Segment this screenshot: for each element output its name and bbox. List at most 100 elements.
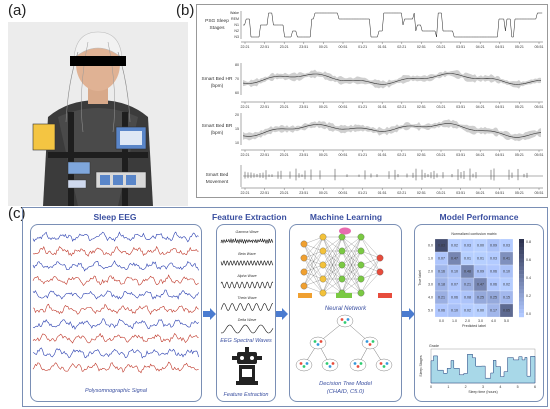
cm-cell-value: 0.21 [464, 283, 471, 287]
cm-cell-value: 0.41 [503, 257, 510, 261]
nn-connection [322, 236, 343, 252]
cm-row-class: 0.0 [428, 244, 433, 248]
tree-dot [379, 362, 383, 365]
output-block [378, 293, 392, 298]
feature-extractor-robot-icon [232, 347, 262, 385]
row-label-br-line1: Smart Bed BR [202, 123, 233, 129]
time-tick-label: 04:51 [495, 153, 504, 157]
time-tick-label: 01:21 [358, 105, 367, 109]
time-tick-label: 22:21 [241, 153, 250, 157]
time-tick-label: 02:51 [417, 45, 426, 49]
time-tick-label: 03:21 [437, 105, 446, 109]
sleep-eeg-caption: Polysomnographic Signal [84, 388, 148, 394]
panel-b-plots: PSG Sleep Stages Smart Bed HR (bpm) Smar… [196, 4, 548, 198]
tree-dot [343, 321, 347, 324]
hypnogram-title: Grade [429, 344, 439, 348]
nn-connection [360, 257, 381, 266]
row-ylabel: 20 [235, 113, 239, 117]
nn-node [357, 289, 365, 297]
cm-cell-value: 0.02 [464, 309, 471, 313]
cm-cell-value: 0.10 [451, 270, 458, 274]
time-tick-label: 00:51 [339, 45, 348, 49]
nn-connection [341, 278, 362, 294]
cm-cell-value: 0.03 [464, 244, 471, 248]
subject-photo-illustration [8, 22, 188, 206]
nn-node [338, 261, 346, 269]
nn-connection [303, 264, 324, 287]
tree-dot [353, 362, 357, 365]
time-tick-label: 22:51 [260, 105, 269, 109]
colorbar-tick: 0.8 [526, 240, 531, 244]
time-tick-label: 00:21 [319, 191, 328, 195]
panel-b-label: (b) [176, 2, 195, 19]
nn-node [319, 275, 327, 283]
colorbar-tick: 0.0 [526, 312, 531, 316]
cm-col-class: 5.0 [504, 319, 509, 323]
tree-dot [382, 365, 386, 368]
cm-cell-value: 0.65 [503, 309, 510, 313]
feature-extraction-title: Feature Extraction [212, 212, 287, 222]
cm-cell-value: 0.21 [438, 296, 445, 300]
nn-node [357, 261, 365, 269]
hypnogram-xlabel: Sleep time (hours) [468, 390, 497, 394]
time-tick-label: 03:51 [456, 191, 465, 195]
nn-node [300, 240, 308, 248]
tree-node [361, 336, 379, 350]
time-tick-label: 00:51 [339, 153, 348, 157]
model-performance-box: Normalized confusion matrix 0.83 0.02 0.03 0… [414, 224, 544, 402]
cm-row-class: 5.0 [428, 309, 433, 313]
row-ylabel: N1 [234, 23, 239, 27]
cm-cell-value: 0.00 [477, 309, 484, 313]
time-tick-label: 23:21 [280, 153, 289, 157]
model-performance-title: Model Performance [439, 212, 519, 222]
colorbar-segment [519, 270, 524, 275]
time-tick-label: 02:51 [417, 105, 426, 109]
nn-node [357, 275, 365, 283]
nn-connection [341, 236, 362, 266]
eeg-trace [32, 347, 199, 359]
tree-node [349, 358, 367, 372]
time-tick-label: 04:21 [476, 153, 485, 157]
hypnogram-xtick: 0 [430, 385, 432, 389]
time-tick-label: 22:51 [260, 45, 269, 49]
time-tick-label: 02:51 [417, 153, 426, 157]
time-tick-label: 03:51 [456, 105, 465, 109]
feature-extraction-box: Gamma Wave Beta Wave Alpha Wave Theta Wave D… [216, 224, 276, 402]
nn-node [300, 282, 308, 290]
nn-connection [322, 236, 343, 266]
eeg-signal-traces [32, 231, 199, 374]
row-label-move-line2: Movement [206, 179, 229, 185]
time-tick-label: 22:21 [241, 105, 250, 109]
hypnogram-xtick: 4 [499, 385, 501, 389]
nn-connection [303, 236, 324, 287]
nn-node [300, 268, 308, 276]
time-tick-label: 02:21 [397, 45, 406, 49]
time-tick-label: 05:51 [535, 105, 544, 109]
ml-diagram [295, 227, 393, 372]
hypnogram-area [430, 354, 536, 384]
hypnogram-xtick: 2 [465, 385, 467, 389]
nn-node [319, 261, 327, 269]
tree-node [375, 358, 393, 372]
nn-caption: Neural Network [324, 306, 367, 312]
cm-cell-value: 0.06 [490, 270, 497, 274]
nn-node [300, 254, 308, 262]
nn-connection [322, 264, 343, 294]
time-tick-label: 03:51 [456, 45, 465, 49]
colorbar-tick: 0.6 [526, 258, 531, 262]
row-ylabel: Wake [230, 11, 239, 15]
nn-connection [341, 236, 362, 294]
row-ylabel: 10 [235, 141, 239, 145]
tree-dot [385, 362, 389, 365]
cm-cell-value: 0.16 [438, 270, 445, 274]
cm-cell-value: 0.48 [464, 270, 471, 274]
input-block [298, 293, 312, 298]
dt-caption-line1: Decision Tree Model [319, 381, 372, 387]
sleep-eeg-title: Sleep EEG [93, 212, 137, 222]
wave-label: Gamma Wave [236, 230, 259, 234]
waves-caption: EEG Spectral Waves [220, 338, 272, 344]
colorbar-segment [519, 250, 524, 255]
cm-cell-value: 0.00 [477, 244, 484, 248]
nn-connection [303, 236, 324, 273]
